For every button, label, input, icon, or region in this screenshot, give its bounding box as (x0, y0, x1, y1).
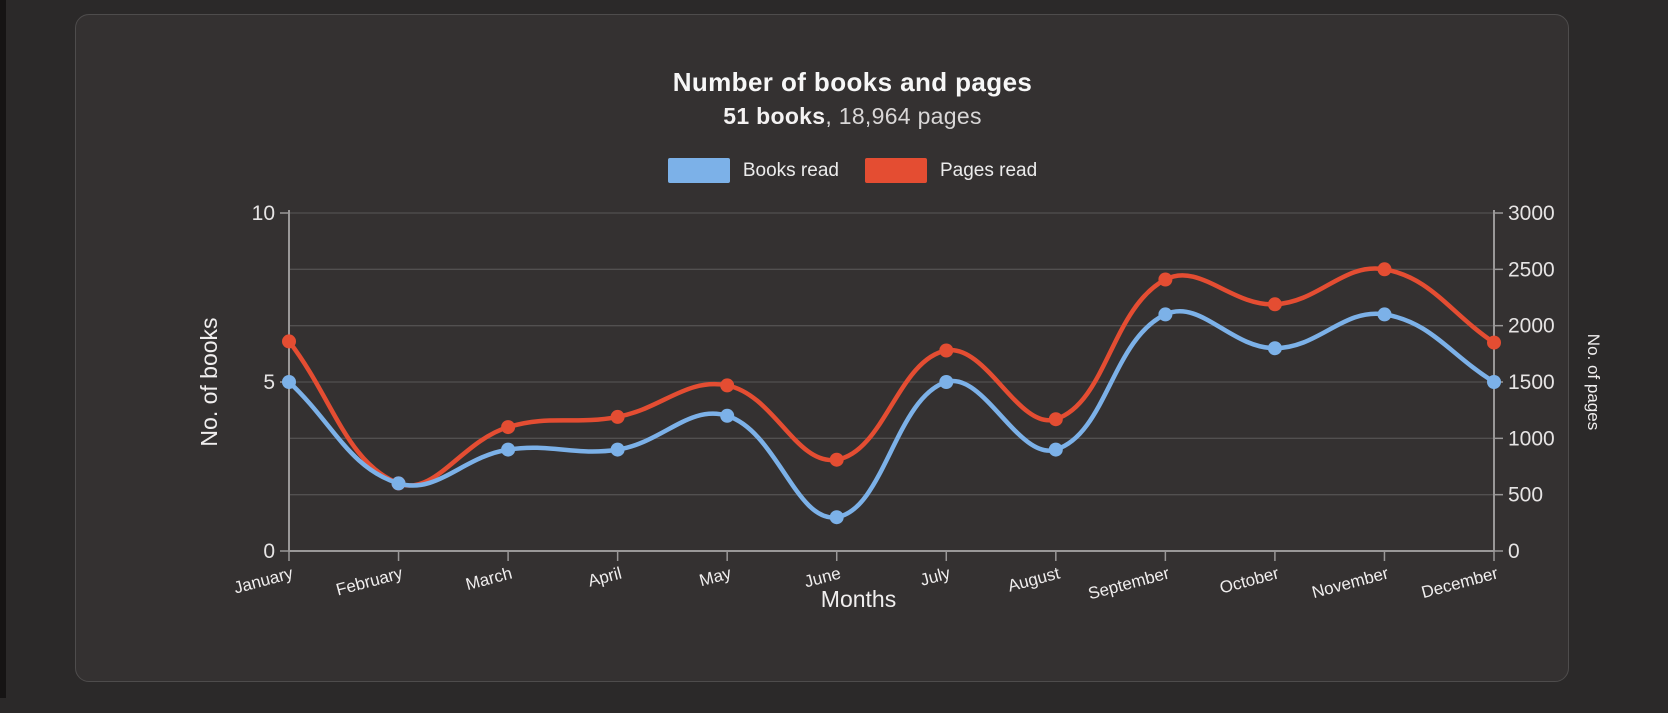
chart-subtitle: 51 books, 18,964 pages (171, 103, 1534, 130)
data-point-pages-read-june[interactable] (829, 452, 844, 467)
chart-card: Number of books and pages 51 books, 18,9… (75, 14, 1603, 682)
chart-title: Number of books and pages (672, 67, 1033, 97)
data-point-pages-read-september[interactable] (1158, 272, 1173, 287)
y-right-tick-label-1000: 1000 (1508, 427, 1555, 450)
legend-label-pages-read: Pages read (939, 159, 1038, 181)
y-axis-left-title: No. of books (196, 317, 222, 446)
data-point-books-read-june[interactable] (829, 510, 844, 525)
data-point-pages-read-january[interactable] (282, 334, 296, 349)
y-left-tick-label-5: 5 (263, 371, 275, 394)
screen-edge (0, 0, 6, 698)
data-point-books-read-march[interactable] (501, 442, 516, 457)
subtitle-pages-count: , 18,964 pages (825, 103, 982, 129)
y-right-tick-label-500: 500 (1508, 484, 1543, 507)
data-point-books-read-february[interactable] (391, 476, 406, 491)
y-left-tick-label-0: 0 (263, 540, 275, 563)
data-point-pages-read-april[interactable] (610, 409, 625, 424)
data-point-books-read-january[interactable] (282, 375, 296, 389)
data-point-pages-read-october[interactable] (1267, 297, 1282, 312)
x-axis-title: Months (821, 586, 896, 612)
data-point-books-read-august[interactable] (1048, 442, 1063, 457)
data-point-books-read-april[interactable] (610, 442, 625, 457)
month-label-july: July (918, 563, 953, 589)
data-point-pages-read-may[interactable] (720, 378, 735, 393)
data-point-pages-read-july[interactable] (939, 343, 954, 358)
data-point-books-read-september[interactable] (1158, 307, 1173, 322)
month-label-january: January (232, 563, 296, 597)
data-point-pages-read-november[interactable] (1377, 262, 1392, 277)
month-label-october: October (1218, 563, 1282, 597)
data-point-pages-read-march[interactable] (501, 420, 516, 435)
legend-item-pages-read[interactable]: Pages read (864, 158, 1038, 183)
y-right-tick-label-3000: 3000 (1508, 202, 1555, 225)
data-point-books-read-october[interactable] (1267, 341, 1282, 356)
y-axis-right-title: No. of pages (1584, 334, 1603, 430)
month-label-august: August (1006, 563, 1062, 595)
data-point-books-read-july[interactable] (939, 375, 954, 389)
data-point-pages-read-august[interactable] (1048, 412, 1063, 427)
pages-read-swatch (864, 158, 927, 183)
data-point-pages-read-december[interactable] (1487, 335, 1501, 350)
books-read-swatch (667, 158, 730, 183)
month-label-february: February (334, 563, 405, 599)
month-label-november: November (1310, 563, 1391, 602)
legend-item-books-read[interactable]: Books read (667, 158, 839, 183)
data-point-books-read-december[interactable] (1487, 375, 1501, 389)
y-left-tick-label-10: 10 (252, 202, 275, 225)
legend-label-books-read: Books read (742, 159, 839, 181)
chart-canvas[interactable]: 0 5 10 0 500 1000 1500 2000 2500 3000 January Febru… (76, 15, 1668, 713)
month-label-december: December (1419, 563, 1500, 602)
data-point-books-read-november[interactable] (1377, 307, 1392, 322)
chart-legend: Books read Pages read (171, 158, 1534, 183)
y-right-tick-label-2000: 2000 (1508, 315, 1555, 338)
month-label-march: March (464, 564, 515, 595)
month-label-september: September (1086, 563, 1172, 603)
subtitle-books-count: 51 books (723, 103, 826, 129)
y-right-tick-label-0: 0 (1508, 540, 1520, 563)
y-right-tick-label-1500: 1500 (1508, 371, 1555, 394)
month-label-may: May (697, 563, 733, 590)
month-label-april: April (586, 564, 624, 591)
books-read-line (286, 309, 1497, 520)
data-point-books-read-may[interactable] (720, 408, 735, 423)
y-right-tick-label-2500: 2500 (1508, 258, 1555, 281)
